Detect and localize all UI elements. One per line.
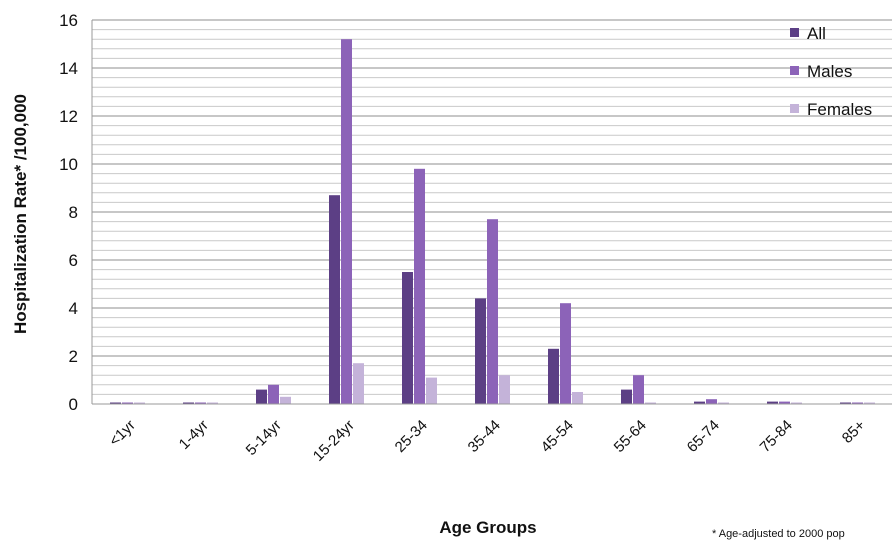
- y-axis-title: Hospitalization Rate* /100,000: [11, 94, 30, 334]
- legend: All Males Females: [790, 24, 872, 119]
- x-tick-label: 75-84: [757, 417, 796, 456]
- bar-females-9: [791, 402, 802, 404]
- y-tick-label: 4: [69, 299, 78, 318]
- y-tick-label: 0: [69, 395, 78, 414]
- bar-males-6: [560, 303, 571, 404]
- y-tick-label: 6: [69, 251, 78, 270]
- y-tick-label: 2: [69, 347, 78, 366]
- bar-females-8: [718, 402, 729, 404]
- bar-males-1: [195, 402, 206, 404]
- bar-males-9: [779, 401, 790, 404]
- x-tick-label: <1yr: [106, 417, 139, 450]
- x-tick-label: 85+: [839, 417, 869, 447]
- axes: [91, 20, 892, 405]
- x-tick-label: 25-34: [392, 417, 431, 456]
- legend-label-females: Females: [807, 100, 872, 119]
- y-tick-label: 12: [59, 107, 78, 126]
- x-tick-label: 15-24yr: [310, 417, 358, 465]
- bar-females-6: [572, 392, 583, 404]
- bar-all-9: [767, 401, 778, 404]
- bar-females-7: [645, 402, 656, 404]
- x-tick-label: 5-14yr: [243, 417, 285, 459]
- bar-all-5: [475, 298, 486, 404]
- bar-all-10: [840, 402, 851, 404]
- bar-males-10: [852, 402, 863, 404]
- legend-swatch-females: [790, 104, 799, 113]
- x-tick-label: 65-74: [684, 417, 723, 456]
- x-tick-label: 1-4yr: [176, 417, 212, 453]
- bar-all-4: [402, 272, 413, 404]
- bar-females-1: [207, 402, 218, 404]
- y-tick-label: 8: [69, 203, 78, 222]
- y-tick-labels: 0 2 4 6 8 10 12 14 16: [59, 11, 78, 414]
- x-tick-label: 45-54: [538, 417, 577, 456]
- bar-males-2: [268, 384, 279, 404]
- bar-females-0: [134, 402, 145, 404]
- footnote: * Age-adjusted to 2000 pop: [712, 528, 845, 540]
- x-tick-labels: <1yr 1-4yr 5-14yr 15-24yr 25-34 35-44 45-54 55-…: [106, 417, 869, 465]
- bar-females-3: [353, 363, 364, 404]
- legend-swatch-males: [790, 66, 799, 75]
- bar-all-1: [183, 402, 194, 404]
- bar-males-0: [122, 402, 133, 404]
- bar-females-4: [426, 377, 437, 404]
- x-tick-label: 35-44: [465, 417, 504, 456]
- bar-all-8: [694, 401, 705, 404]
- bar-females-10: [864, 402, 875, 404]
- bar-females-5: [499, 375, 510, 404]
- bar-males-3: [341, 39, 352, 404]
- y-tick-label: 14: [59, 59, 78, 78]
- bar-all-2: [256, 389, 267, 404]
- bar-all-7: [621, 389, 632, 404]
- legend-label-males: Males: [807, 62, 852, 81]
- bar-all-6: [548, 348, 559, 404]
- bar-males-7: [633, 375, 644, 404]
- y-tick-label: 10: [59, 155, 78, 174]
- x-axis-title: Age Groups: [439, 518, 536, 537]
- bar-females-2: [280, 396, 291, 404]
- bars: [110, 39, 875, 404]
- legend-label-all: All: [807, 24, 826, 43]
- bar-males-4: [414, 168, 425, 404]
- bar-all-3: [329, 195, 340, 404]
- legend-swatch-all: [790, 28, 799, 37]
- bar-all-0: [110, 402, 121, 404]
- y-tick-label: 16: [59, 11, 78, 30]
- x-tick-label: 55-64: [611, 417, 650, 456]
- bar-males-5: [487, 219, 498, 404]
- bar-males-8: [706, 399, 717, 404]
